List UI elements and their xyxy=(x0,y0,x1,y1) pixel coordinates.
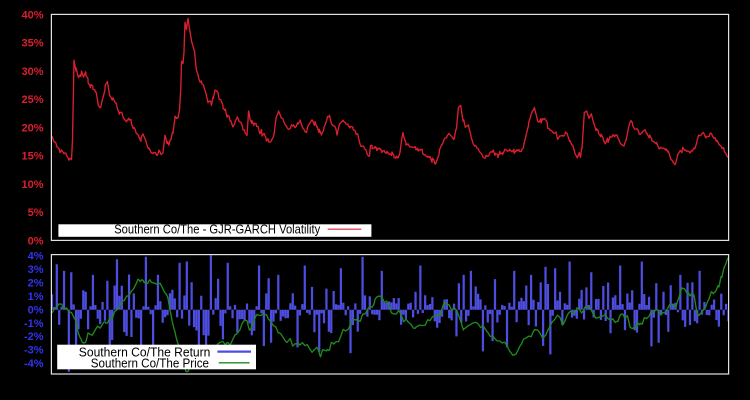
svg-text:10%: 10% xyxy=(21,179,43,191)
svg-text:3%: 3% xyxy=(28,264,44,276)
svg-text:5%: 5% xyxy=(28,207,44,219)
svg-text:Southern Co/The Price: Southern Co/The Price xyxy=(91,356,209,370)
svg-text:2%: 2% xyxy=(28,278,44,290)
svg-text:-3%: -3% xyxy=(24,345,44,357)
svg-text:20%: 20% xyxy=(21,122,43,134)
svg-text:0%: 0% xyxy=(28,235,44,247)
svg-text:-1%: -1% xyxy=(24,318,44,330)
svg-text:-4%: -4% xyxy=(24,358,44,370)
svg-text:Southern Co/The Return: Southern Co/The Return xyxy=(79,345,211,359)
svg-text:Southern Co/The - GJR-GARCH Vo: Southern Co/The - GJR-GARCH Volatility xyxy=(114,222,321,236)
svg-text:-2%: -2% xyxy=(24,331,44,343)
svg-text:15%: 15% xyxy=(21,151,43,163)
svg-text:25%: 25% xyxy=(21,94,43,106)
svg-text:1%: 1% xyxy=(28,291,44,303)
svg-text:30%: 30% xyxy=(21,66,43,78)
svg-text:0%: 0% xyxy=(28,304,44,316)
svg-text:35%: 35% xyxy=(21,38,43,50)
svg-text:4%: 4% xyxy=(28,251,44,263)
svg-text:40%: 40% xyxy=(21,9,43,21)
